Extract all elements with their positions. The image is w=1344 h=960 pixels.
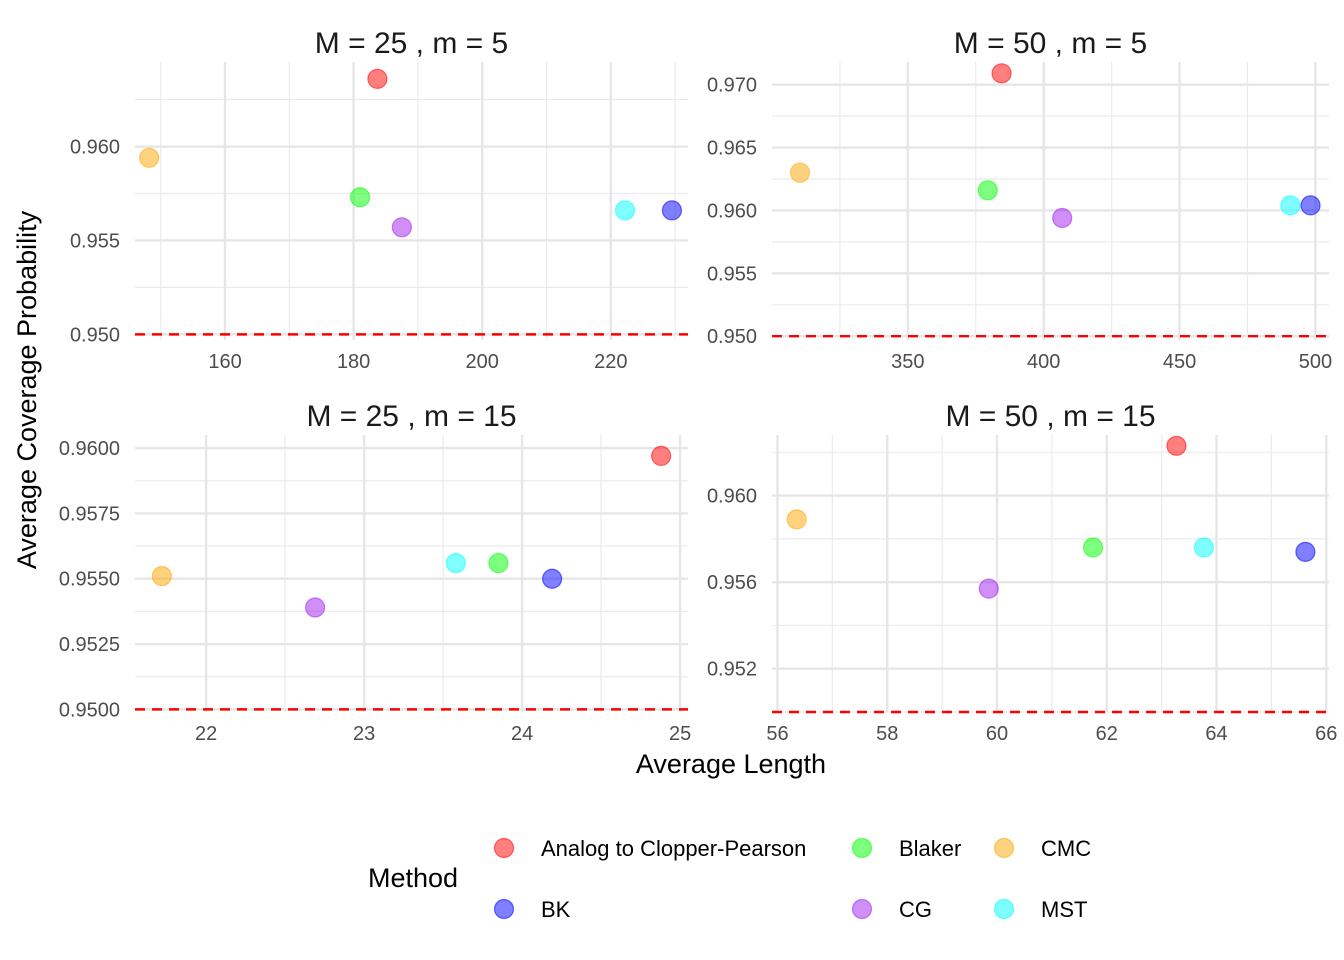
legend-key-blaker: [851, 837, 873, 859]
data-point-cmc: [786, 509, 807, 530]
facet-panel-3: M = 25 , m = 15 22 23 24 25 0.9500 0.9525 0.955…: [59, 400, 691, 745]
legend-title: Method: [368, 863, 458, 893]
data-point-cmc: [151, 566, 172, 587]
x-tick-label: 24: [511, 723, 533, 745]
data-point-mst: [445, 552, 466, 574]
legend-label-analog-to-clopper-pearson: Analog to Clopper-Pearson: [541, 836, 806, 861]
data-point-mst: [1193, 537, 1214, 558]
x-tick-label: 62: [1096, 723, 1118, 745]
x-tick-label: 500: [1299, 351, 1332, 373]
legend-label-cmc: CMC: [1041, 836, 1091, 861]
y-tick-label: 0.9500: [59, 699, 120, 721]
legend-key-bk: [493, 898, 515, 920]
y-tick-label: 0.956: [707, 572, 757, 594]
y-tick-label: 0.9575: [59, 503, 120, 525]
data-point-mst: [614, 200, 636, 221]
y-tick-label: 0.955: [70, 230, 120, 252]
legend-key-mst: [993, 898, 1015, 920]
facet-title: M = 50 , m = 5: [954, 27, 1147, 60]
x-tick-label: 25: [669, 723, 691, 745]
facet-panel-1: M = 25 , m = 5 160 180 200 220 0.950 0.955 0.96…: [70, 27, 688, 373]
y-tick-label: 0.9525: [59, 634, 120, 656]
y-tick-label: 0.950: [707, 326, 757, 348]
data-point-analog-to-clopper-pearson: [367, 68, 388, 90]
data-point-cg: [305, 597, 326, 618]
facet-title: M = 25 , m = 5: [315, 27, 508, 60]
facet-panel-2: M = 50 , m = 5 350 400 450 500 0.950 0.955 0.96…: [707, 27, 1332, 373]
x-tick-label: 180: [337, 351, 370, 373]
x-tick-label: 58: [876, 723, 898, 745]
y-tick-label: 0.955: [707, 263, 757, 285]
legend: Method Analog to Clopper-Pearson Blaker CM…: [368, 836, 1091, 922]
x-tick-label: 160: [208, 351, 241, 373]
data-point-blaker: [1082, 537, 1104, 558]
x-tick-label: 400: [1027, 351, 1060, 373]
y-tick-label: 0.952: [707, 659, 757, 681]
data-point-cg: [391, 217, 412, 238]
x-tick-label: 22: [195, 723, 217, 745]
x-tick-label: 23: [353, 723, 375, 745]
x-tick-label: 56: [766, 723, 788, 745]
x-tick-label: 220: [594, 351, 627, 373]
x-tick-label: 350: [891, 351, 924, 373]
data-point-blaker: [977, 180, 998, 201]
data-point-cmc: [139, 147, 160, 168]
facet-title: M = 50 , m = 15: [945, 400, 1155, 433]
legend-label-bk: BK: [541, 897, 571, 922]
x-axis-title: Average Length: [636, 749, 826, 779]
data-point-bk: [1300, 195, 1321, 216]
y-tick-label: 0.9600: [59, 438, 120, 460]
legend-label-cg: CG: [899, 897, 932, 922]
x-tick-label: 64: [1205, 723, 1227, 745]
legend-label-mst: MST: [1041, 897, 1087, 922]
legend-key-cg: [851, 898, 873, 920]
y-tick-label: 0.9550: [59, 569, 120, 591]
y-tick-label: 0.960: [707, 200, 757, 222]
facet-panel-4: M = 50 , m = 15 56 58 60 62 64 66 0.952 0.956 0.9…: [707, 400, 1337, 745]
data-point-bk: [661, 200, 683, 221]
data-point-cg: [1052, 207, 1073, 229]
y-axis-title: Average Coverage Probability: [12, 210, 42, 569]
y-tick-label: 0.965: [707, 138, 757, 160]
data-point-analog-to-clopper-pearson: [991, 63, 1012, 84]
legend-label-blaker: Blaker: [899, 836, 961, 861]
legend-key-cmc: [993, 837, 1015, 859]
x-tick-label: 60: [986, 723, 1008, 745]
facet-panels: M = 25 , m = 5 160 180 200 220 0.950 0.955 0.96…: [59, 27, 1338, 745]
data-point-cmc: [789, 162, 811, 183]
data-point-bk: [542, 568, 563, 589]
facet-title: M = 25 , m = 15: [306, 400, 516, 433]
legend-key-analog-to-clopper-pearson: [493, 837, 515, 859]
x-tick-label: 66: [1315, 723, 1337, 745]
data-point-bk: [1295, 541, 1316, 562]
y-tick-label: 0.970: [707, 75, 757, 97]
data-point-analog-to-clopper-pearson: [651, 445, 672, 467]
y-tick-label: 0.950: [70, 324, 120, 346]
data-point-blaker: [488, 552, 509, 574]
data-point-cg: [978, 578, 999, 599]
x-tick-label: 450: [1163, 351, 1196, 373]
data-point-mst: [1280, 195, 1301, 216]
data-point-analog-to-clopper-pearson: [1166, 435, 1187, 456]
data-point-blaker: [349, 187, 371, 208]
x-tick-label: 200: [466, 351, 499, 373]
y-tick-label: 0.960: [70, 137, 120, 159]
y-tick-label: 0.960: [707, 486, 757, 508]
